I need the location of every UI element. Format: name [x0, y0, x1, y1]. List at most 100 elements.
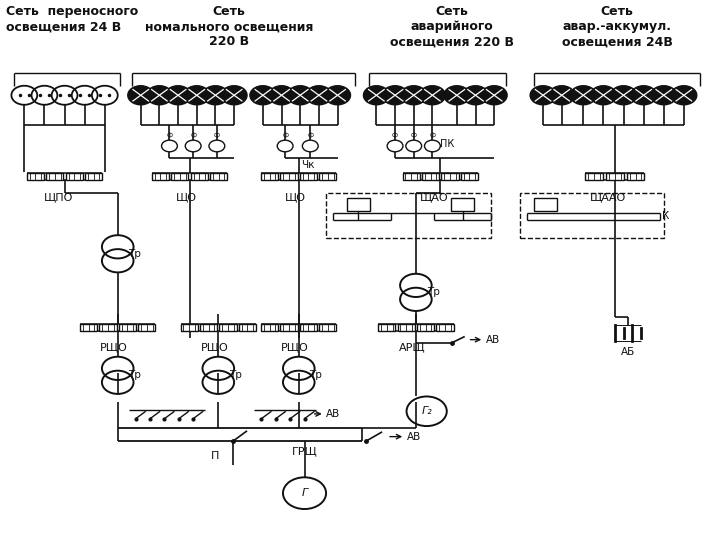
Text: ф: ф	[429, 132, 435, 138]
Bar	[300, 324, 317, 331]
Text: РЩО: РЩО	[100, 342, 128, 352]
Bar	[451, 198, 474, 211]
Bar	[397, 324, 415, 331]
Text: Чк: Чк	[300, 160, 314, 170]
Bar	[460, 172, 478, 179]
Bar	[326, 193, 492, 238]
Text: АВ: АВ	[487, 335, 500, 344]
Bar	[239, 324, 256, 331]
Circle shape	[363, 86, 390, 105]
Circle shape	[222, 86, 247, 105]
Text: ф: ф	[411, 132, 417, 138]
Bar	[417, 324, 434, 331]
Circle shape	[287, 86, 313, 105]
Bar	[261, 172, 278, 179]
Text: ф: ф	[282, 132, 288, 138]
Text: ЩААO: ЩААO	[589, 192, 626, 202]
Bar	[586, 172, 602, 179]
Bar	[520, 193, 664, 238]
Bar	[80, 324, 97, 331]
Bar	[219, 324, 237, 331]
Circle shape	[610, 86, 636, 105]
Bar	[210, 172, 227, 179]
Bar	[347, 198, 370, 211]
Bar	[319, 172, 337, 179]
Circle shape	[128, 86, 153, 105]
Text: Тр: Тр	[426, 287, 439, 297]
Text: ф: ф	[214, 132, 220, 138]
Bar	[46, 172, 64, 179]
Circle shape	[401, 86, 426, 105]
Bar	[200, 324, 217, 331]
Bar	[261, 324, 278, 331]
Bar	[172, 172, 188, 179]
Bar	[422, 172, 439, 179]
Text: Г: Г	[301, 488, 308, 498]
Circle shape	[651, 86, 677, 105]
Bar	[403, 172, 420, 179]
Text: ф: ф	[392, 132, 398, 138]
Circle shape	[306, 86, 332, 105]
Circle shape	[146, 86, 172, 105]
Bar	[300, 172, 317, 179]
Bar	[119, 324, 136, 331]
Text: Тр: Тр	[229, 371, 242, 380]
Circle shape	[671, 86, 696, 105]
Text: АВ: АВ	[326, 409, 340, 419]
Text: РЩО: РЩО	[201, 342, 229, 352]
Circle shape	[530, 86, 556, 105]
Circle shape	[269, 86, 295, 105]
Text: АВ: АВ	[408, 431, 421, 442]
Circle shape	[324, 86, 350, 105]
Text: Тр: Тр	[128, 371, 141, 380]
Bar	[442, 172, 458, 179]
Bar	[180, 324, 198, 331]
Bar	[280, 324, 298, 331]
Text: АРЩ: АРЩ	[399, 342, 426, 352]
Text: ЩАО: ЩАО	[420, 192, 449, 202]
Text: П: П	[211, 451, 219, 461]
Text: ЩПО: ЩПО	[44, 192, 74, 202]
Circle shape	[382, 86, 408, 105]
Text: Сеть
авар.-аккумул.
освещения 24В: Сеть авар.-аккумул. освещения 24В	[562, 5, 673, 49]
Circle shape	[444, 86, 470, 105]
Circle shape	[481, 86, 507, 105]
Bar	[378, 324, 395, 331]
Bar	[138, 324, 156, 331]
Circle shape	[184, 86, 210, 105]
Text: Сеть
номального освещения
220 В: Сеть номального освещения 220 В	[145, 5, 313, 49]
Text: Тр: Тр	[310, 371, 322, 380]
Bar	[627, 172, 644, 179]
Bar	[152, 172, 169, 179]
Text: Г₂: Г₂	[421, 406, 432, 417]
Text: ф: ф	[190, 132, 196, 138]
Bar	[534, 198, 557, 211]
Circle shape	[631, 86, 657, 105]
Text: ЩО: ЩО	[285, 192, 306, 202]
Circle shape	[419, 86, 445, 105]
Bar	[27, 172, 44, 179]
Circle shape	[165, 86, 191, 105]
Bar	[99, 324, 117, 331]
Bar	[606, 172, 623, 179]
Text: Сеть
аварийного
освещения 220 В: Сеть аварийного освещения 220 В	[390, 5, 514, 49]
Circle shape	[571, 86, 596, 105]
Circle shape	[463, 86, 489, 105]
Text: К: К	[662, 211, 670, 221]
Text: ЩО: ЩО	[175, 192, 196, 202]
Text: ф: ф	[167, 132, 172, 138]
Text: Сеть  переносного
освещения 24 В: Сеть переносного освещения 24 В	[7, 5, 138, 34]
Text: Тр: Тр	[128, 249, 141, 259]
Circle shape	[591, 86, 616, 105]
Text: АБ: АБ	[620, 347, 635, 357]
Text: ГРЩ: ГРЩ	[292, 446, 317, 456]
Text: ф: ф	[307, 132, 313, 138]
Circle shape	[250, 86, 276, 105]
Bar	[280, 172, 298, 179]
Circle shape	[549, 86, 575, 105]
Bar	[85, 172, 102, 179]
Text: ПК: ПК	[439, 139, 454, 150]
Bar	[66, 172, 83, 179]
Bar	[190, 172, 208, 179]
Text: РЩО: РЩО	[282, 342, 309, 352]
